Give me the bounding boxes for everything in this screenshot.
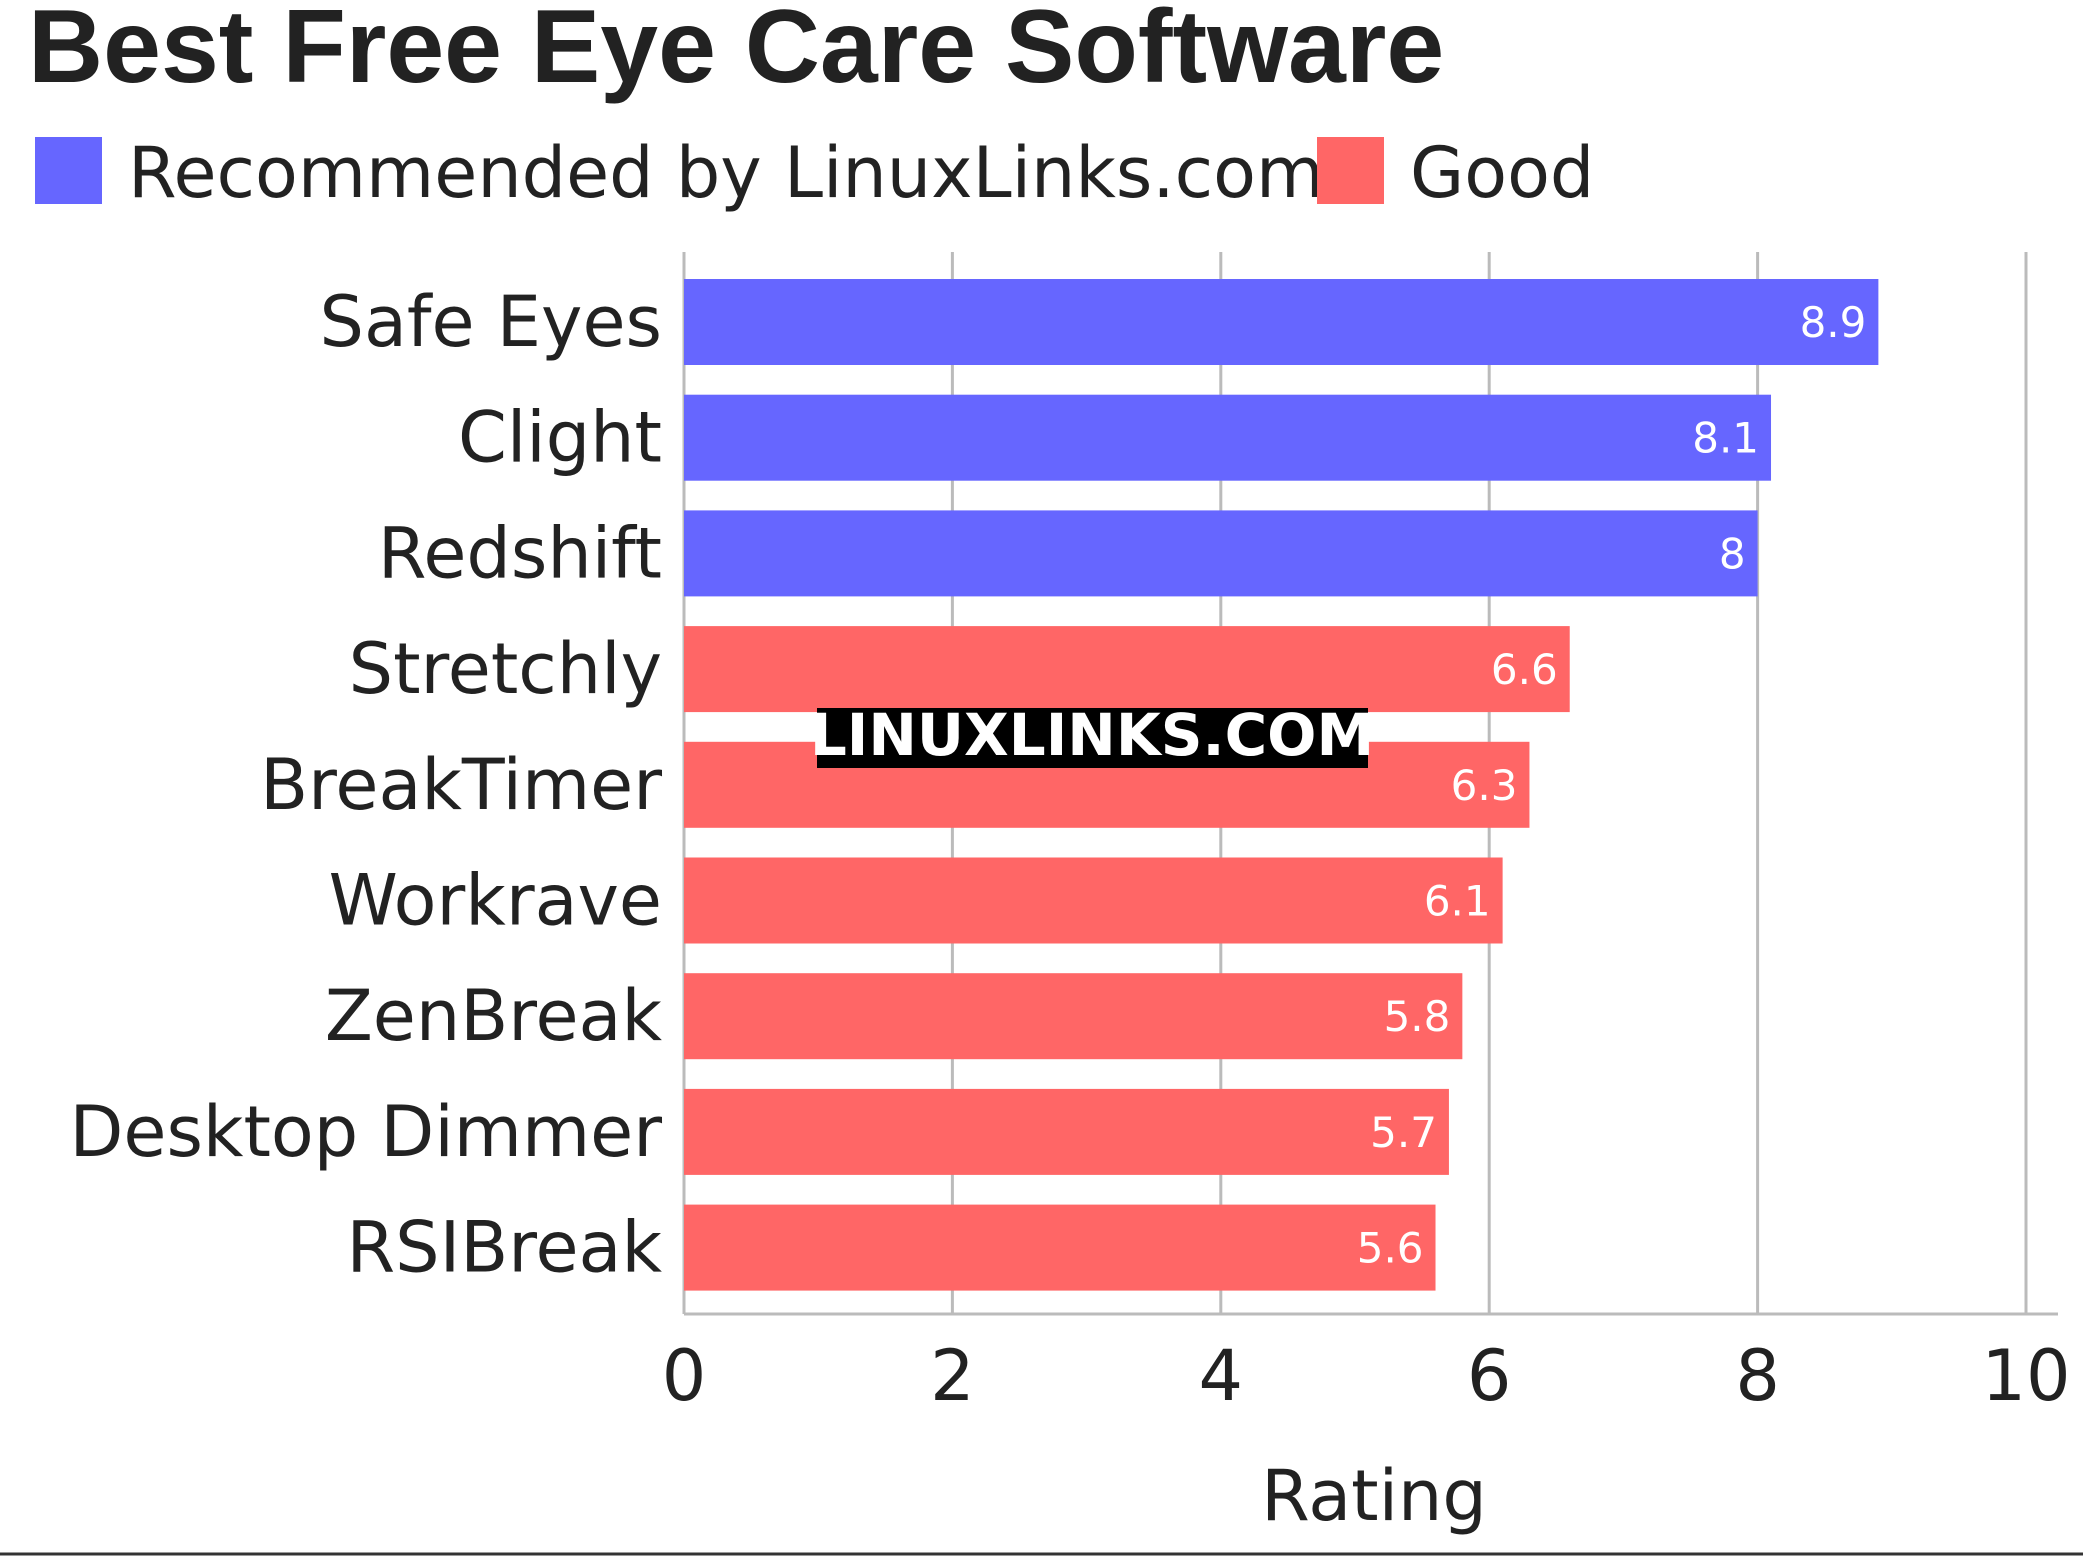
bar bbox=[684, 394, 1772, 481]
bar bbox=[684, 857, 1503, 944]
x-tick-label: 6 bbox=[1467, 1335, 1512, 1417]
category-label: RSIBreak bbox=[347, 1207, 663, 1289]
bars bbox=[684, 279, 1879, 1291]
data-label: 5.8 bbox=[1384, 992, 1451, 1041]
category-label: Clight bbox=[458, 397, 662, 479]
bar bbox=[684, 510, 1758, 597]
data-label: 5.7 bbox=[1370, 1108, 1437, 1157]
category-label: Workrave bbox=[329, 860, 662, 942]
legend-swatch-recommended bbox=[35, 137, 102, 204]
data-label: 6.6 bbox=[1491, 645, 1558, 694]
legend-label-good: Good bbox=[1410, 132, 1594, 214]
bar bbox=[684, 1204, 1436, 1291]
legend-swatch-good bbox=[1317, 137, 1384, 204]
category-label: BreakTimer bbox=[260, 744, 662, 826]
bar bbox=[684, 279, 1879, 365]
category-labels: Safe Eyes Clight Redshift Stretchly BreakTim… bbox=[69, 281, 662, 1289]
x-tick-label: 8 bbox=[1735, 1335, 1780, 1417]
data-label: 5.6 bbox=[1357, 1224, 1424, 1273]
bar bbox=[684, 626, 1570, 713]
legend-label-recommended: Recommended by LinuxLinks.com bbox=[128, 132, 1324, 214]
category-label: Stretchly bbox=[349, 628, 662, 710]
chart-title: Best Free Eye Care Software bbox=[28, 0, 1444, 105]
x-tick-label: 10 bbox=[1981, 1335, 2070, 1417]
value-labels: 8.9 8.1 8 6.6 6.3 6.1 5.8 5.7 5.6 bbox=[1357, 298, 1867, 1273]
x-tick-label: 4 bbox=[1199, 1335, 1244, 1417]
data-label: 8.9 bbox=[1800, 298, 1867, 347]
x-tick-label: 0 bbox=[662, 1335, 707, 1417]
category-label: Redshift bbox=[378, 512, 662, 594]
watermark-text: LINUXLINKS.COM bbox=[810, 701, 1374, 769]
bar bbox=[684, 1088, 1449, 1175]
x-tick-label: 2 bbox=[930, 1335, 975, 1417]
x-axis-title: Rating bbox=[1261, 1455, 1487, 1537]
legend: Recommended by LinuxLinks.com Good bbox=[35, 132, 1594, 214]
bar bbox=[684, 973, 1463, 1060]
watermark: LINUXLINKS.COM bbox=[810, 701, 1374, 769]
data-label: 8 bbox=[1719, 529, 1746, 578]
data-label: 6.1 bbox=[1424, 877, 1491, 926]
watermark-background bbox=[817, 708, 1368, 768]
category-label: Desktop Dimmer bbox=[69, 1091, 662, 1173]
category-label: Safe Eyes bbox=[320, 281, 662, 363]
category-label: ZenBreak bbox=[325, 975, 663, 1057]
data-label: 6.3 bbox=[1451, 761, 1518, 810]
data-label: 8.1 bbox=[1692, 414, 1759, 463]
x-tick-labels: 0 2 4 6 8 10 bbox=[662, 1335, 2071, 1417]
